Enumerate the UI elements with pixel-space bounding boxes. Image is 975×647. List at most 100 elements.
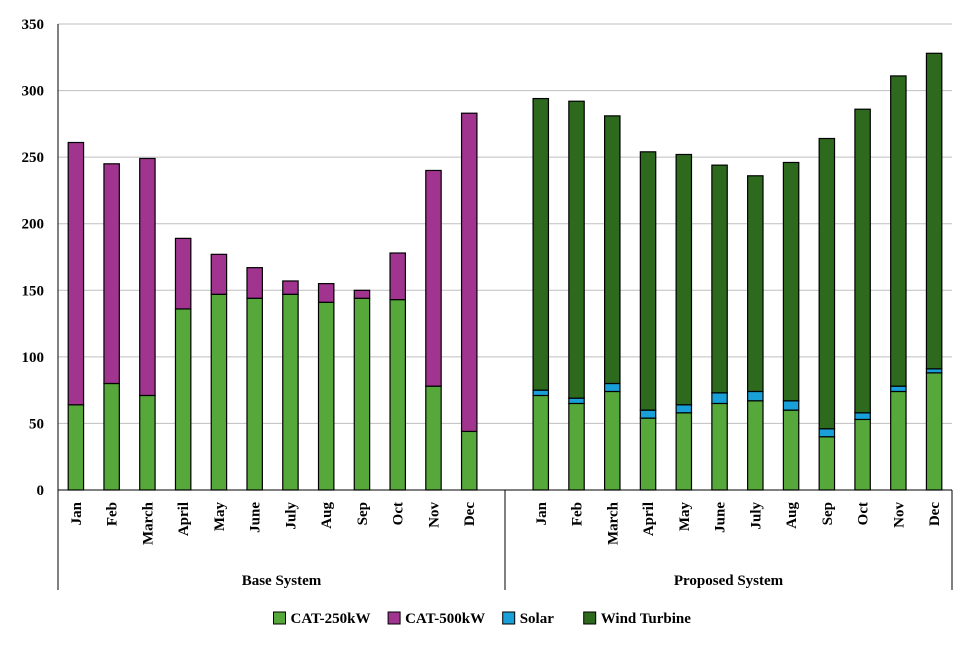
bar-segment (532, 394, 550, 491)
bar-segment (460, 112, 478, 433)
bar-segment (747, 390, 764, 402)
x-tick-label: Oct (856, 502, 872, 525)
bar-segment (568, 397, 585, 405)
y-tick-label: 100 (22, 350, 45, 366)
legend-swatch (502, 611, 516, 625)
bar-segment (317, 283, 335, 303)
bar-segment (890, 385, 907, 393)
bar-segment (890, 75, 907, 387)
x-tick-label: Dec (462, 502, 478, 526)
x-tick-label: Aug (784, 502, 800, 529)
bar-segment (174, 308, 192, 491)
bar-segment (460, 430, 478, 491)
bar-segment (711, 392, 728, 405)
bar-segment (139, 157, 156, 397)
bar-segment (818, 436, 836, 491)
bar-segment (711, 164, 728, 394)
bar-segment (246, 267, 263, 299)
bar-segment (711, 402, 728, 491)
bar-segment (925, 372, 943, 491)
legend-label: CAT-250kW (291, 611, 371, 627)
bar-segment (818, 428, 836, 438)
x-tick-label: Nov (426, 502, 442, 528)
bar-segment (103, 382, 120, 491)
x-tick-label: July (748, 502, 764, 530)
bar-segment (782, 409, 800, 491)
y-tick-label: 200 (22, 217, 45, 233)
bar-segment (818, 137, 836, 430)
legend: CAT-250kW CAT-500kW Solar Wind Turbine (273, 611, 692, 627)
x-tick-label: Feb (105, 502, 121, 526)
bar-segment (67, 404, 85, 491)
legend-label: Solar (520, 611, 555, 627)
axes: 0 50 100 150 200 250 300 350 Jan Feb March April May… (22, 17, 953, 590)
bar-segment (603, 382, 621, 393)
bar-segment (782, 161, 800, 402)
bar-segment (603, 390, 621, 491)
bar-segment (389, 299, 407, 491)
x-tick-label: July (283, 502, 299, 530)
bar-segment (568, 100, 585, 399)
x-tick-label: June (713, 502, 729, 533)
x-tick-label: Oct (391, 502, 407, 525)
legend-swatch (273, 611, 286, 625)
bar-segment (353, 289, 371, 299)
bar-segment (103, 163, 120, 385)
bar-segment (675, 412, 693, 491)
bar-segment (747, 400, 764, 491)
group-label: Base System (242, 573, 322, 589)
bar-segment (890, 390, 907, 491)
bar-segment (675, 153, 693, 406)
x-tick-label: March (140, 501, 156, 545)
bar-segment (925, 52, 943, 370)
bar-segment (675, 404, 693, 414)
bar-segment (139, 394, 156, 491)
y-tick-label: 150 (22, 283, 45, 299)
bar-segment (782, 400, 800, 411)
bar-segment (425, 169, 442, 387)
x-tick-label: April (176, 502, 192, 536)
group-label: Proposed System (674, 573, 784, 589)
bar-segment (747, 175, 764, 393)
bar-segment (210, 293, 228, 491)
x-tick-label: Jan (69, 501, 85, 525)
bars (67, 52, 943, 491)
bar-segment (854, 412, 871, 421)
bar-segment (425, 385, 442, 491)
legend-label: Wind Turbine (601, 611, 692, 627)
x-tick-label: Aug (319, 502, 335, 529)
legend-swatch (583, 611, 597, 625)
x-tick-label: Jan (534, 501, 550, 525)
x-tick-label: April (641, 502, 657, 536)
bar-segment (210, 253, 228, 295)
bar-segment (532, 389, 550, 397)
x-tick-label: Feb (570, 502, 586, 526)
x-tick-label: June (248, 502, 264, 533)
y-tick-label: 250 (22, 150, 45, 166)
bar-segment (317, 301, 335, 491)
bar-segment (639, 417, 657, 491)
y-tick-label: 50 (29, 416, 44, 432)
bar-segment (282, 280, 299, 295)
bar-segment (639, 409, 657, 419)
bar-segment (639, 151, 657, 411)
y-tick-label: 350 (22, 17, 45, 33)
bar-segment (174, 237, 192, 310)
y-tick-label: 0 (37, 483, 45, 499)
x-tick-label: May (212, 502, 228, 532)
bar-segment (389, 252, 407, 301)
bar-segment (282, 293, 299, 491)
bar-segment (353, 297, 371, 491)
bar-segment (532, 97, 550, 391)
bar-segment (67, 141, 85, 406)
bar-segment (568, 402, 585, 491)
x-tick-label: Dec (927, 502, 943, 526)
bar-segment (854, 108, 871, 414)
y-tick-label: 300 (22, 84, 45, 100)
bar-segment (603, 115, 621, 385)
x-tick-label: Sep (355, 502, 371, 525)
legend-swatch (387, 611, 401, 625)
legend-label: CAT-500kW (405, 611, 485, 627)
gridlines (58, 23, 952, 424)
